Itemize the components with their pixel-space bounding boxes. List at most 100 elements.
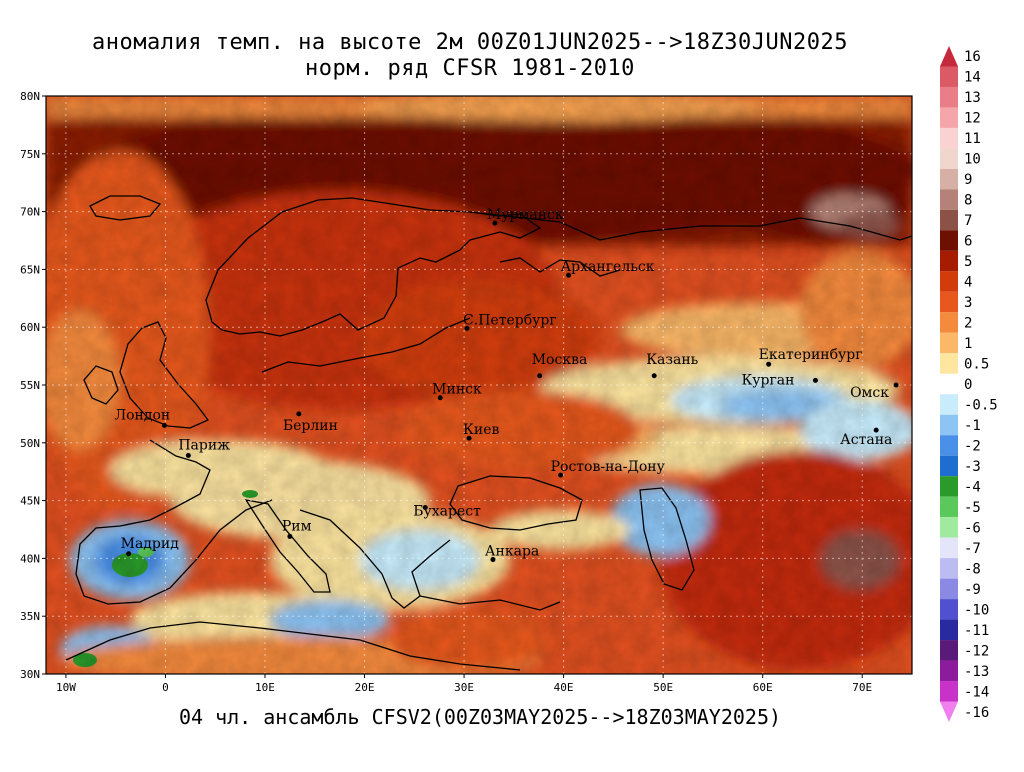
- colorbar-swatch: [940, 189, 958, 210]
- lon-tick-label: 60E: [753, 681, 773, 694]
- colorbar-label: 11: [964, 131, 981, 147]
- city-dot: [422, 505, 428, 511]
- colorbar-swatch: [940, 46, 958, 67]
- colorbar-label: 0: [964, 377, 972, 393]
- city-label: Киев: [463, 422, 499, 438]
- lon-tick-label: 70E: [852, 681, 872, 694]
- colorbar-swatch: [940, 455, 958, 477]
- city-dot: [161, 422, 167, 428]
- city-label: Минск: [432, 382, 482, 398]
- city-dot: [126, 551, 132, 557]
- colorbar-label: -10: [964, 602, 989, 618]
- colorbar-label: -2: [964, 438, 981, 454]
- ensemble-caption: 04 чл. ансамбль CFSV2(00Z03MAY2025-->18Z…: [178, 705, 782, 729]
- lon-tick-label: 50E: [653, 681, 673, 694]
- colorbar-swatch: [940, 373, 958, 395]
- colorbar-label: 10: [964, 152, 981, 168]
- city-dot: [437, 395, 443, 401]
- city-label: Архангельск: [561, 259, 655, 275]
- city-label: Мадрид: [121, 536, 180, 552]
- lat-tick-label: 70N: [20, 206, 40, 219]
- city-label: Ростов-на-Дону: [551, 459, 666, 475]
- city-label: Казань: [646, 352, 698, 368]
- colorbar-label: -6: [964, 520, 981, 536]
- lat-tick-label: 30N: [20, 668, 40, 681]
- colorbar-label: 14: [964, 70, 981, 86]
- colorbar-swatch: [940, 558, 958, 579]
- lat-tick-label: 60N: [20, 321, 40, 334]
- colorbar-label: 12: [964, 111, 981, 127]
- colorbar-swatch: [940, 414, 958, 436]
- city-label: Астана: [840, 432, 892, 448]
- anomaly-field: [46, 96, 912, 674]
- colorbar-label: 9: [964, 172, 972, 188]
- city-label: Курган: [741, 372, 794, 388]
- city-dot: [812, 377, 818, 383]
- colorbar-label: 7: [964, 213, 972, 229]
- city-dot: [651, 373, 657, 379]
- city-dot: [558, 472, 564, 478]
- lat-tick-label: 45N: [20, 495, 40, 508]
- colorbar-swatch: [940, 476, 958, 497]
- colorbar-swatch: [940, 353, 958, 374]
- colorbar-swatch: [940, 250, 958, 272]
- city-dot: [873, 427, 879, 433]
- city-dot: [537, 373, 543, 379]
- colorbar-swatch: [940, 599, 958, 620]
- colorbar-label: 6: [964, 234, 972, 250]
- colorbar-swatch: [940, 537, 958, 559]
- colorbar-label: 3: [964, 295, 972, 311]
- colorbar-swatch: [940, 332, 958, 354]
- city-dot: [464, 325, 470, 331]
- colorbar-swatch: [940, 209, 958, 231]
- colorbar-swatch: [940, 291, 958, 313]
- colorbar-label: -3: [964, 459, 981, 475]
- colorbar-swatch: [940, 148, 958, 169]
- colorbar-swatch: [940, 619, 958, 641]
- gridlines: [46, 96, 912, 674]
- lon-tick-label: 30E: [454, 681, 474, 694]
- city-label: Берлин: [283, 418, 338, 434]
- city-label: С.Петербург: [463, 312, 557, 328]
- city-dot: [490, 557, 496, 563]
- colorbar-label: -16: [964, 705, 989, 721]
- coastlines: [65, 195, 912, 671]
- city-dot: [296, 411, 302, 417]
- colorbar-label: -7: [964, 541, 981, 557]
- colorbar-label: -0.5: [964, 397, 998, 413]
- colorbar-label: -12: [964, 643, 989, 659]
- latitude-labels: 30N 35N 40N 45N 50N 55N 60N 65N 70N 75N 80N: [20, 90, 46, 681]
- colorbar-swatch: [940, 435, 958, 456]
- colorbar-swatch: [940, 681, 958, 702]
- map-subtitle: норм. ряд CFSR 1981-2010: [305, 56, 635, 81]
- city-dot: [492, 220, 498, 226]
- city-label: Екатеринбург: [759, 347, 863, 363]
- city-label: Париж: [178, 438, 230, 454]
- colorbar-swatch: [940, 496, 958, 518]
- colorbar-swatch: [940, 394, 958, 415]
- colorbar-label: 13: [964, 90, 981, 106]
- colorbar-swatch: [940, 312, 958, 333]
- colorbar-swatch: [940, 640, 958, 661]
- city-label: Рим: [282, 518, 312, 534]
- colorbar-label: 4: [964, 275, 972, 291]
- colorbar-label: -13: [964, 664, 989, 680]
- colorbar-swatch: [940, 701, 958, 722]
- city-markers: Мурманск Архангельск С.Петербург Москва Каза…: [114, 207, 899, 563]
- lon-tick-label: 10W: [56, 681, 76, 694]
- colorbar-label: 2: [964, 316, 972, 332]
- colorbar-label: -4: [964, 479, 981, 495]
- colorbar-swatch: [940, 271, 958, 292]
- lat-tick-label: 50N: [20, 437, 40, 450]
- longitude-labels: 10W 0 10E 20E 30E 40E 50E 60E 70E: [56, 674, 872, 694]
- colorbar-swatch: [940, 230, 958, 251]
- lat-tick-label: 55N: [20, 379, 40, 392]
- lat-tick-label: 40N: [20, 552, 40, 565]
- colorbar-swatch: [940, 168, 958, 190]
- colorbar-swatch: [940, 107, 958, 128]
- colorbar-label: 8: [964, 193, 972, 209]
- city-label: Омск: [850, 385, 889, 401]
- city-dot: [566, 272, 572, 278]
